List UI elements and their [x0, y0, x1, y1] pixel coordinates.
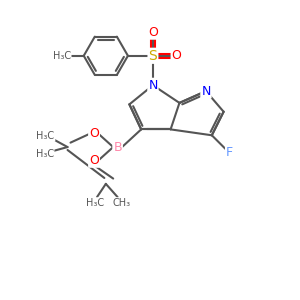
Text: O: O: [172, 49, 182, 62]
Text: S: S: [148, 49, 157, 63]
Text: O: O: [148, 26, 158, 39]
Text: H₃C: H₃C: [52, 51, 71, 61]
Text: N: N: [201, 85, 211, 98]
Text: N: N: [148, 79, 158, 92]
Text: O: O: [89, 127, 99, 140]
Text: H₃C: H₃C: [36, 131, 55, 141]
Text: CH₃: CH₃: [113, 198, 131, 208]
Text: F: F: [226, 146, 233, 159]
Text: H₃C: H₃C: [35, 148, 54, 158]
Text: O: O: [89, 154, 99, 167]
Text: B: B: [113, 141, 122, 154]
Text: H₃C: H₃C: [86, 198, 105, 208]
